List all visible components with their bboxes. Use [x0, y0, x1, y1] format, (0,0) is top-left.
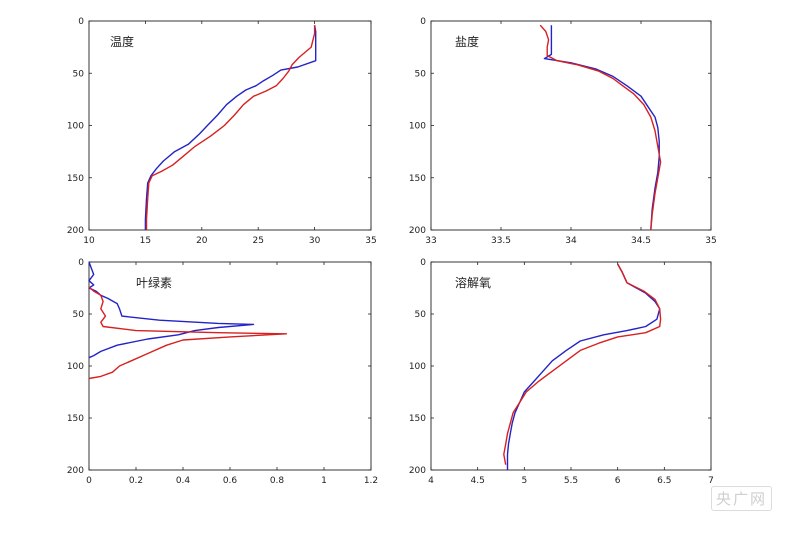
salinity-xtick-label: 34.5 — [631, 236, 651, 246]
chlorophyll-xtick-label: 0 — [86, 476, 92, 486]
temperature-xtick-label: 30 — [309, 236, 321, 246]
salinity-panel: 盐度 33 33.5 34 34.5 35 0 50 100 150 200 — [409, 17, 717, 246]
dissolved-oxygen-ytick-label: 150 — [409, 414, 426, 424]
dissolved-oxygen-xtick-label: 5 — [521, 476, 527, 486]
temperature-xtick-label: 10 — [83, 236, 95, 246]
salinity-ytick-label: 50 — [415, 69, 427, 79]
chlorophyll-xtick-label: 0.8 — [270, 476, 285, 486]
temperature-series-red-line — [145, 25, 316, 230]
dissolved-oxygen-xtick-label: 5.5 — [564, 476, 578, 486]
dissolved-oxygen-panel: 溶解氧 4 4.5 5 5.5 6 6.5 7 0 50 100 150 200 — [409, 258, 714, 486]
dissolved-oxygen-ytick-label: 0 — [420, 258, 426, 268]
salinity-ytick-label: 150 — [409, 174, 426, 184]
chlorophyll-series-red-line — [88, 286, 288, 380]
temperature-ytick-label: 200 — [67, 226, 84, 236]
chlorophyll-ytick-label: 0 — [78, 258, 84, 268]
salinity-series-blue-line — [543, 25, 660, 231]
salinity-xtick-label: 33.5 — [491, 236, 511, 246]
dissolved-oxygen-ytick-label: 50 — [415, 310, 427, 320]
dissolved-oxygen-xtick-label: 6 — [615, 476, 621, 486]
salinity-xtick-label: 35 — [705, 236, 716, 246]
chlorophyll-xtick-label: 0.6 — [223, 476, 238, 486]
salinity-series-red-line — [539, 24, 662, 231]
chlorophyll-xtick-label: 0.2 — [129, 476, 143, 486]
salinity-ytick-label: 100 — [409, 122, 426, 132]
dissolved-oxygen-xtick-label: 4 — [428, 476, 434, 486]
dissolved-oxygen-xtick-label: 6.5 — [657, 476, 671, 486]
temperature-xtick-label: 35 — [365, 236, 376, 246]
chlorophyll-ytick-label: 50 — [73, 310, 85, 320]
temperature-series-blue-line — [144, 25, 317, 230]
salinity-ytick-label: 0 — [420, 17, 426, 27]
chlorophyll-series-blue-line — [88, 261, 255, 359]
chlorophyll-ytick-label: 150 — [67, 414, 84, 424]
dissolved-oxygen-title: 溶解氧 — [455, 275, 491, 290]
temperature-panel: 温度 10 15 20 25 30 35 0 50 100 150 200 — [67, 17, 377, 246]
dissolved-oxygen-plot-frame — [430, 261, 712, 471]
temperature-xtick-label: 15 — [140, 236, 151, 246]
salinity-xtick-label: 33 — [425, 236, 436, 246]
chlorophyll-ytick-label: 200 — [67, 466, 84, 476]
salinity-ytick-label: 200 — [409, 226, 426, 236]
temperature-xtick-label: 25 — [252, 236, 263, 246]
temperature-ytick-label: 50 — [73, 69, 85, 79]
dissolved-oxygen-xtick-label: 4.5 — [471, 476, 485, 486]
chlorophyll-xtick-label: 0.4 — [176, 476, 191, 486]
temperature-plot-frame — [88, 20, 372, 231]
chlorophyll-ytick-label: 100 — [67, 362, 84, 372]
chlorophyll-xtick-label: 1 — [321, 476, 327, 486]
watermark-logo: 央广网 — [710, 486, 772, 511]
temperature-ytick-label: 100 — [67, 122, 84, 132]
chlorophyll-plot-frame — [88, 261, 372, 471]
chlorophyll-title: 叶绿素 — [136, 275, 172, 290]
chlorophyll-panel: 叶绿素 0 0.2 0.4 0.6 0.8 1 1.2 0 50 100 150 200 — [67, 258, 378, 486]
temperature-ytick-label: 150 — [67, 174, 84, 184]
salinity-title: 盐度 — [455, 34, 479, 49]
salinity-xtick-label: 34 — [565, 236, 577, 246]
temperature-xtick-label: 20 — [196, 236, 208, 246]
dissolved-oxygen-series-red-line — [503, 263, 662, 465]
dissolved-oxygen-ytick-label: 100 — [409, 362, 426, 372]
salinity-plot-frame — [430, 20, 712, 231]
temperature-ytick-label: 0 — [78, 17, 84, 27]
dissolved-oxygen-series-blue-line — [506, 263, 661, 470]
dissolved-oxygen-ytick-label: 200 — [409, 466, 426, 476]
chlorophyll-xtick-label: 1.2 — [364, 476, 378, 486]
dissolved-oxygen-xtick-label: 7 — [708, 476, 714, 486]
temperature-title: 温度 — [110, 34, 134, 49]
